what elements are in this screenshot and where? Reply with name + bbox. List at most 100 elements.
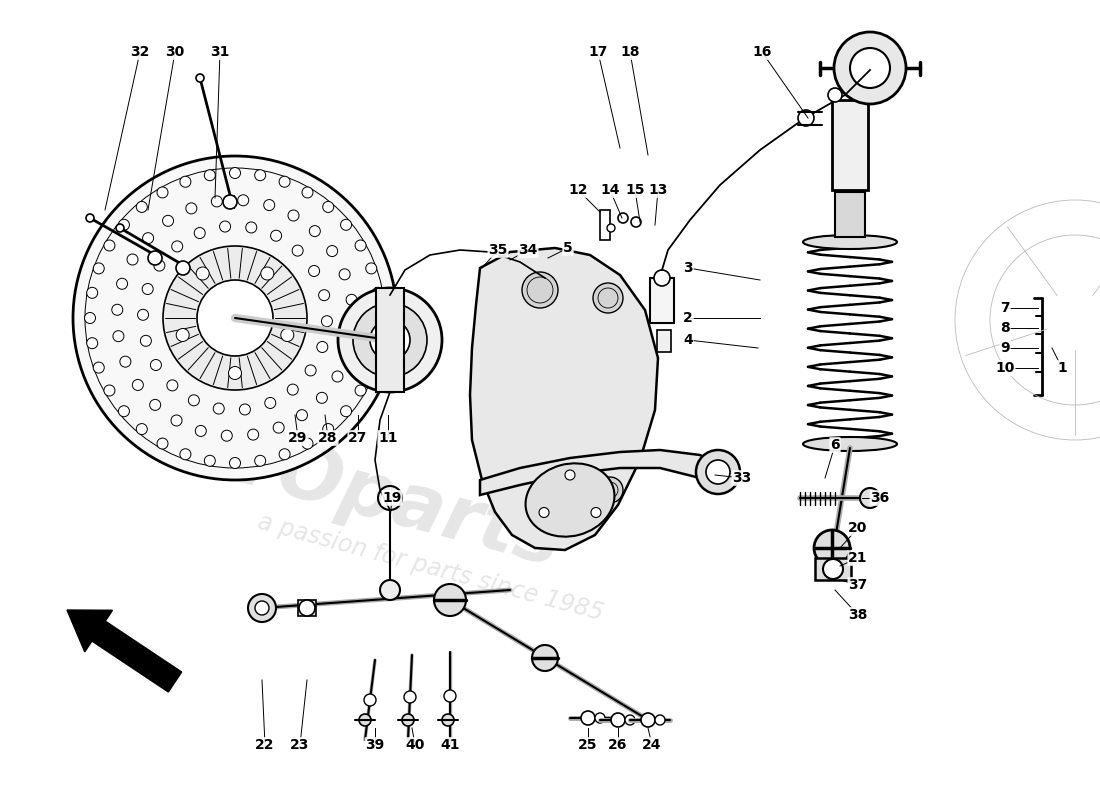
Text: 26: 26 xyxy=(608,738,628,752)
Circle shape xyxy=(565,470,575,480)
Circle shape xyxy=(297,410,308,421)
Circle shape xyxy=(591,507,601,518)
Text: 9: 9 xyxy=(1000,341,1010,355)
Circle shape xyxy=(581,711,595,725)
Circle shape xyxy=(141,335,152,346)
Text: eurOparts: eurOparts xyxy=(131,398,570,582)
Circle shape xyxy=(255,170,266,181)
Text: 18: 18 xyxy=(620,45,640,59)
Text: 27: 27 xyxy=(349,431,367,445)
Circle shape xyxy=(299,600,315,616)
Circle shape xyxy=(73,156,397,480)
Text: 24: 24 xyxy=(642,738,662,752)
Circle shape xyxy=(117,278,128,290)
Text: 3: 3 xyxy=(683,261,693,275)
Text: 4: 4 xyxy=(683,333,693,347)
Circle shape xyxy=(322,423,333,434)
Text: 33: 33 xyxy=(733,471,751,485)
Bar xyxy=(832,100,868,190)
Circle shape xyxy=(142,283,153,294)
Circle shape xyxy=(163,246,307,390)
Circle shape xyxy=(321,316,332,326)
Circle shape xyxy=(197,280,273,356)
Text: 41: 41 xyxy=(440,738,460,752)
Circle shape xyxy=(196,267,209,280)
Circle shape xyxy=(442,714,454,726)
Circle shape xyxy=(85,313,96,323)
Ellipse shape xyxy=(526,463,615,537)
Circle shape xyxy=(366,362,377,373)
Circle shape xyxy=(279,449,290,460)
Circle shape xyxy=(341,219,352,230)
Circle shape xyxy=(180,176,191,187)
Circle shape xyxy=(136,423,147,434)
Circle shape xyxy=(211,196,222,207)
Circle shape xyxy=(255,455,266,466)
Text: 16: 16 xyxy=(752,45,772,59)
Circle shape xyxy=(370,320,410,360)
Circle shape xyxy=(220,221,231,232)
Circle shape xyxy=(696,450,740,494)
Circle shape xyxy=(103,385,114,396)
Text: 31: 31 xyxy=(210,45,230,59)
Text: 1: 1 xyxy=(1057,361,1067,375)
Circle shape xyxy=(654,270,670,286)
Circle shape xyxy=(332,371,343,382)
Circle shape xyxy=(87,287,98,298)
Bar xyxy=(376,288,404,392)
Circle shape xyxy=(172,241,183,252)
Circle shape xyxy=(94,362,104,373)
Circle shape xyxy=(309,226,320,237)
Circle shape xyxy=(327,246,338,257)
Circle shape xyxy=(607,224,615,232)
Circle shape xyxy=(850,48,890,88)
Text: 25: 25 xyxy=(579,738,597,752)
Text: 20: 20 xyxy=(848,521,868,535)
Text: 21: 21 xyxy=(848,551,868,565)
Circle shape xyxy=(273,422,284,433)
Circle shape xyxy=(150,399,161,410)
Circle shape xyxy=(860,488,880,508)
Text: 11: 11 xyxy=(378,431,398,445)
Circle shape xyxy=(205,455,216,466)
Circle shape xyxy=(245,222,256,233)
Text: 10: 10 xyxy=(996,361,1014,375)
Circle shape xyxy=(126,254,138,265)
Circle shape xyxy=(346,294,358,306)
Circle shape xyxy=(593,283,623,313)
Circle shape xyxy=(798,110,814,126)
Text: 29: 29 xyxy=(288,431,308,445)
Circle shape xyxy=(136,202,147,213)
Circle shape xyxy=(223,195,236,209)
FancyArrow shape xyxy=(67,610,182,692)
Circle shape xyxy=(261,267,274,280)
Circle shape xyxy=(823,559,843,579)
Circle shape xyxy=(248,429,258,440)
Circle shape xyxy=(364,694,376,706)
Text: 22: 22 xyxy=(255,738,275,752)
Bar xyxy=(835,192,865,237)
Text: 34: 34 xyxy=(518,243,538,257)
Circle shape xyxy=(112,304,123,315)
Circle shape xyxy=(319,290,330,301)
Circle shape xyxy=(444,690,456,702)
Circle shape xyxy=(287,384,298,395)
Circle shape xyxy=(271,230,282,241)
Circle shape xyxy=(180,449,191,460)
Circle shape xyxy=(641,713,654,727)
Circle shape xyxy=(828,88,842,102)
Circle shape xyxy=(539,507,549,518)
Circle shape xyxy=(195,227,206,238)
Text: 38: 38 xyxy=(848,608,868,622)
Circle shape xyxy=(302,187,313,198)
Circle shape xyxy=(338,288,442,392)
Bar xyxy=(815,558,851,580)
Text: 7: 7 xyxy=(1000,301,1010,315)
Text: 40: 40 xyxy=(405,738,425,752)
Circle shape xyxy=(170,415,182,426)
Circle shape xyxy=(317,342,328,353)
Circle shape xyxy=(522,272,558,308)
Circle shape xyxy=(151,359,162,370)
Circle shape xyxy=(280,329,294,342)
Circle shape xyxy=(167,380,178,391)
